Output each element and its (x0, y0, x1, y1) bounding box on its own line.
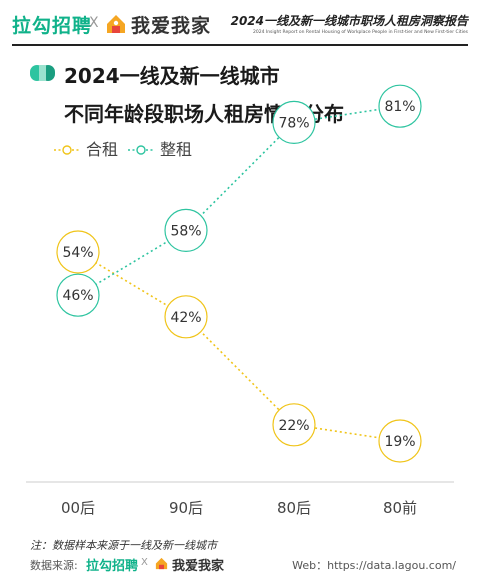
footer-web-link[interactable]: Web：https://data.lagou.com/ (292, 559, 456, 572)
data-point-hezu-2 (272, 403, 316, 447)
footer-note: 注：数据样本来源于一线及新一线城市 (30, 539, 217, 552)
data-point-zhengzu-1 (164, 208, 208, 252)
report-subtitle: 2024 Insight Report on Rental Housing of… (252, 30, 468, 35)
series-line-hezu (77, 251, 401, 442)
data-label-hezu-3: 19% (384, 434, 415, 450)
x-tick-label-3: 80前 (383, 499, 417, 517)
header-divider (12, 44, 468, 46)
line-chart: 54% 42% 22% 19% 46% 58% 78% 81% 00后 90后 80后 80前 (26, 84, 454, 517)
x-tick-label-2: 80后 (277, 499, 311, 517)
legend-item-hezu: 合租 (54, 138, 118, 162)
data-point-hezu-3 (378, 419, 422, 463)
data-point-zhengzu-3 (378, 84, 422, 128)
data-label-zhengzu-3: 81% (384, 99, 415, 115)
data-label-hezu-0: 54% (62, 245, 93, 261)
x-tick-label-0: 00后 (61, 499, 95, 517)
legend-hezu-marker-icon (54, 145, 80, 155)
chart-title-line-1: 2024一线及新一线城市 (64, 64, 280, 88)
data-label-zhengzu-2: 78% (278, 115, 309, 131)
footer-separator: X (141, 557, 148, 568)
footer-source-label: 数据来源: (30, 559, 78, 572)
brand-separator: X (89, 15, 99, 31)
report-title: 2024一线及新一线城市职场人租房洞察报告 (230, 14, 468, 28)
report-header: 拉勾招聘 X 我爱我家 2024一线及新一线城市职场人租房洞察报告 2024 I… (0, 0, 480, 48)
data-label-zhengzu-1: 58% (170, 223, 201, 239)
footer-woai-house-icon (155, 557, 168, 570)
data-label-hezu-1: 42% (170, 310, 201, 326)
legend-label-zhengzu: 整租 (160, 140, 193, 159)
title-bullet-icon (30, 65, 55, 81)
footer-lagou-logo: 拉勾招聘 (86, 559, 139, 574)
data-point-hezu-1 (164, 295, 208, 339)
series-line-zhengzu (77, 105, 401, 296)
woai-house-logo-icon (107, 15, 125, 33)
data-label-zhengzu-0: 46% (62, 288, 93, 304)
woai-brand-logo: 我爱我家 (131, 15, 212, 37)
legend-label-hezu: 合租 (86, 140, 119, 159)
lagou-brand-logo: 拉勾招聘 (12, 15, 93, 37)
footer-woai-logo: 我爱我家 (172, 559, 225, 574)
data-point-zhengzu-0 (56, 273, 100, 317)
legend-item-zhengzu: 整租 (128, 138, 192, 162)
x-tick-label-1: 90后 (169, 499, 203, 517)
data-point-hezu-0 (56, 230, 100, 274)
data-point-zhengzu-2 (272, 100, 316, 145)
legend-zhengzu-marker-icon (128, 145, 154, 155)
data-label-hezu-2: 22% (278, 418, 309, 434)
